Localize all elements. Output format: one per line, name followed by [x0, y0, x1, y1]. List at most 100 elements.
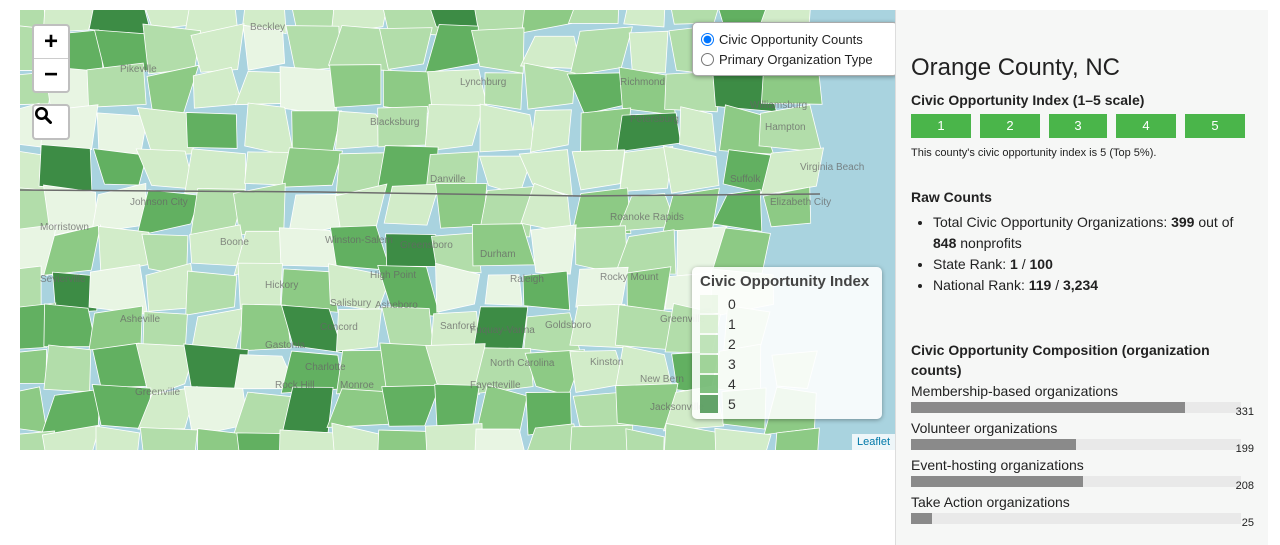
- composition-title: Civic Opportunity Composition (organizat…: [911, 342, 1210, 378]
- county-shape[interactable]: [530, 109, 572, 153]
- county-shape[interactable]: [281, 147, 344, 188]
- county-shape[interactable]: [762, 186, 812, 228]
- county-shape[interactable]: [135, 342, 197, 398]
- layer-radio-counts[interactable]: [701, 32, 714, 46]
- county-shape[interactable]: [135, 148, 196, 190]
- county-shape[interactable]: [38, 144, 93, 192]
- county-shape[interactable]: [136, 107, 194, 156]
- county-shape[interactable]: [430, 232, 482, 274]
- county-shape[interactable]: [279, 429, 342, 450]
- county-shape[interactable]: [484, 72, 524, 110]
- county-shape[interactable]: [88, 305, 143, 351]
- composition-bar: 331: [911, 402, 1254, 418]
- county-shape[interactable]: [137, 386, 198, 430]
- county-shape[interactable]: [571, 187, 632, 235]
- county-shape[interactable]: [773, 427, 820, 450]
- county-shape[interactable]: [377, 429, 441, 450]
- county-shape[interactable]: [623, 10, 666, 28]
- legend-label: 4: [728, 376, 736, 392]
- composition-label: Take Action organizations: [911, 494, 1070, 510]
- county-shape[interactable]: [567, 10, 619, 24]
- county-shape[interactable]: [185, 270, 238, 316]
- composition-item: Volunteer organizations 199: [911, 420, 1254, 455]
- county-shape[interactable]: [484, 274, 523, 306]
- county-shape[interactable]: [329, 225, 391, 271]
- county-shape[interactable]: [326, 388, 391, 428]
- composition-bar-track: [911, 513, 1241, 524]
- choropleth-map[interactable]: Beckley Pikeville Lynchburg Richmond William…: [20, 10, 895, 450]
- map-place-label: Asheville: [120, 314, 160, 325]
- county-shape[interactable]: [331, 422, 390, 450]
- county-shape[interactable]: [244, 102, 295, 158]
- county-shape[interactable]: [530, 224, 577, 275]
- county-shape[interactable]: [381, 384, 441, 427]
- county-shape[interactable]: [86, 62, 147, 108]
- county-shape[interactable]: [329, 64, 382, 108]
- composition-bar: 208: [911, 476, 1254, 492]
- county-shape[interactable]: [52, 271, 98, 314]
- county-shape[interactable]: [43, 224, 102, 276]
- zoom-out-button[interactable]: −: [43, 61, 58, 88]
- county-shape[interactable]: [379, 27, 433, 70]
- county-shape[interactable]: [472, 347, 534, 395]
- county-shape[interactable]: [425, 343, 486, 396]
- county-shape[interactable]: [242, 10, 287, 35]
- county-shape[interactable]: [424, 104, 484, 152]
- county-shape[interactable]: [435, 262, 481, 313]
- composition-label: Event-hosting organizations: [911, 457, 1084, 473]
- layer-option-counts[interactable]: Civic Opportunity Counts: [701, 29, 889, 49]
- county-shape[interactable]: [239, 303, 292, 352]
- county-shape[interactable]: [184, 148, 246, 194]
- county-map-canvas[interactable]: Beckley Pikeville Lynchburg Richmond William…: [20, 10, 895, 450]
- county-shape[interactable]: [136, 189, 201, 237]
- county-shape[interactable]: [139, 427, 198, 450]
- county-shape[interactable]: [619, 145, 674, 193]
- county-shape[interactable]: [192, 66, 243, 109]
- county-shape[interactable]: [335, 308, 383, 352]
- county-shape[interactable]: [471, 27, 525, 74]
- county-shape[interactable]: [571, 149, 626, 191]
- county-shape[interactable]: [614, 229, 677, 275]
- county-shape[interactable]: [242, 24, 286, 71]
- county-shape[interactable]: [662, 145, 720, 194]
- county-shape[interactable]: [41, 424, 101, 450]
- county-shape[interactable]: [43, 344, 92, 393]
- county-shape[interactable]: [435, 182, 488, 229]
- county-shape[interactable]: [282, 386, 334, 434]
- county-shape[interactable]: [569, 424, 634, 450]
- county-shape[interactable]: [474, 428, 529, 450]
- county-shape[interactable]: [95, 425, 141, 450]
- layer-option-type[interactable]: Primary Organization Type: [701, 49, 889, 69]
- county-shape[interactable]: [679, 106, 717, 153]
- county-shape[interactable]: [280, 268, 339, 313]
- county-shape[interactable]: [20, 386, 48, 433]
- county-shape[interactable]: [625, 428, 665, 450]
- county-shape[interactable]: [760, 147, 824, 196]
- county-shape[interactable]: [712, 189, 763, 232]
- county-shape[interactable]: [197, 428, 245, 450]
- county-shape[interactable]: [190, 23, 245, 73]
- map-search-button[interactable]: [32, 104, 70, 140]
- county-shape[interactable]: [279, 66, 337, 117]
- county-shape[interactable]: [520, 423, 583, 450]
- county-shape[interactable]: [427, 69, 488, 110]
- county-shape[interactable]: [522, 270, 571, 311]
- county-shape[interactable]: [714, 427, 772, 450]
- county-shape[interactable]: [424, 423, 484, 450]
- map-attribution[interactable]: Leaflet: [851, 434, 895, 450]
- legend-item: 4: [700, 374, 874, 394]
- county-shape[interactable]: [663, 422, 728, 450]
- county-shape[interactable]: [185, 112, 238, 149]
- county-shape[interactable]: [628, 30, 669, 74]
- map-place-label: Virginia Beach: [800, 162, 864, 173]
- county-shape[interactable]: [43, 303, 97, 348]
- county-shape[interactable]: [479, 103, 537, 153]
- county-shape[interactable]: [20, 348, 47, 384]
- county-shape[interactable]: [523, 62, 576, 110]
- map-place-label: Salisbury: [330, 298, 371, 309]
- county-shape[interactable]: [424, 24, 479, 74]
- legend-label: 0: [728, 296, 736, 312]
- layer-radio-type[interactable]: [701, 52, 714, 66]
- zoom-in-button[interactable]: +: [34, 26, 68, 59]
- county-shape[interactable]: [383, 183, 440, 226]
